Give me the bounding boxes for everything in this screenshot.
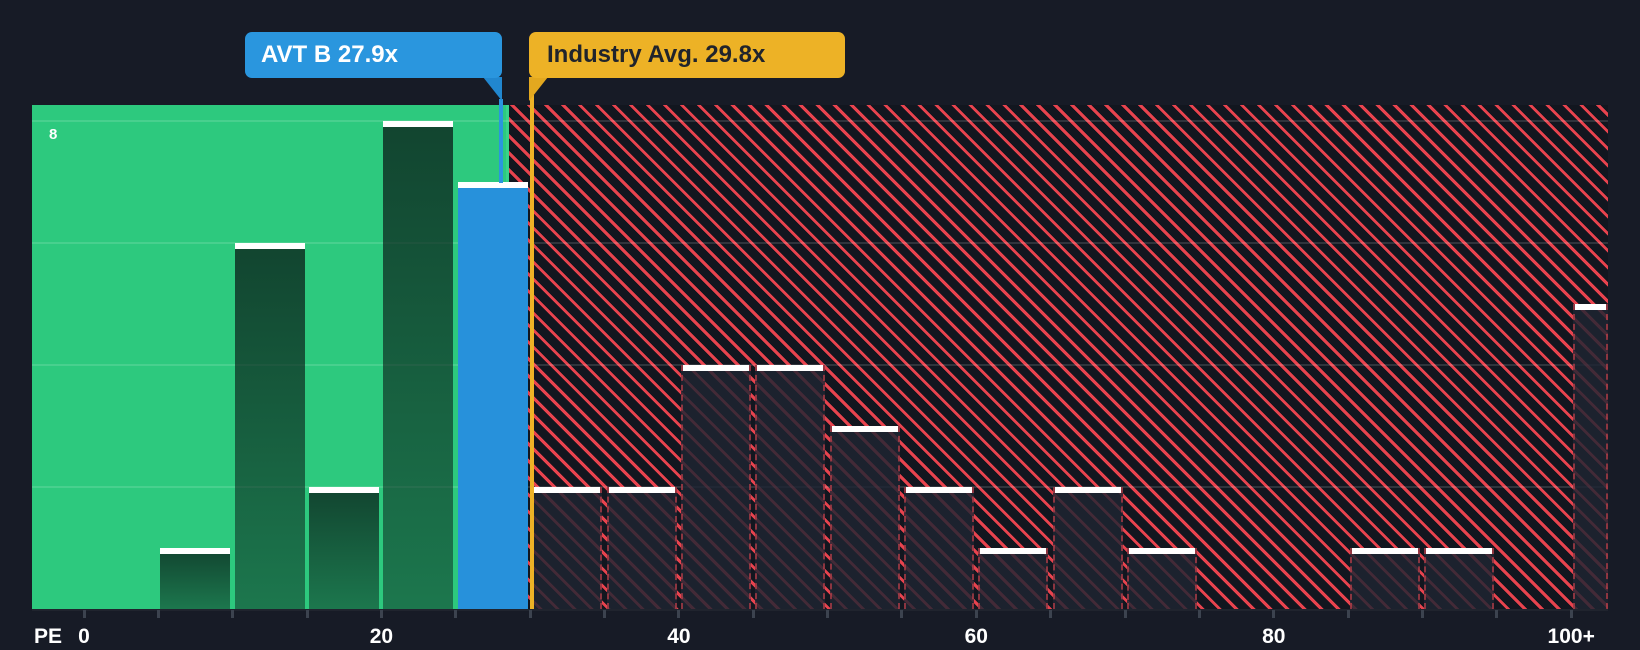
- histogram-bar-50-55[interactable]: [829, 426, 900, 609]
- bar-top-cap: [905, 487, 972, 493]
- histogram-bar-100+[interactable]: [1573, 304, 1608, 609]
- histogram-bar-85-90[interactable]: [1350, 548, 1421, 609]
- bar-top-cap: [1426, 548, 1493, 554]
- bar-top-cap: [234, 243, 305, 249]
- x-axis-tick-5: [156, 610, 160, 618]
- x-axis-title: PE: [34, 625, 63, 648]
- industry-avg-line: [530, 95, 534, 609]
- company-marker-line: [499, 99, 503, 183]
- bar-top-cap: [682, 365, 749, 371]
- x-axis-tick-20: [379, 610, 383, 618]
- x-axis-tick-label-40: 40: [667, 625, 691, 648]
- x-axis-tick-45: [751, 610, 755, 618]
- x-axis-tick-label-20: 20: [369, 625, 394, 648]
- histogram-bar-15-20[interactable]: [309, 487, 380, 609]
- x-axis-tick-80: [1272, 610, 1276, 618]
- x-axis-tick-label-100: 100+: [1547, 625, 1595, 648]
- histogram-bar-65-70[interactable]: [1052, 487, 1123, 609]
- histogram-bar-35-40[interactable]: [606, 487, 677, 609]
- x-axis-tick-30: [528, 610, 532, 618]
- bar-top-cap: [831, 426, 898, 432]
- chart-plot-area: 8: [32, 105, 1608, 609]
- bar-top-cap: [608, 487, 675, 493]
- histogram-bar-60-65[interactable]: [978, 548, 1049, 609]
- x-axis-tick-85: [1346, 610, 1350, 618]
- bar-top-cap: [309, 487, 380, 493]
- bar-top-cap: [383, 121, 454, 127]
- x-axis-tick-25: [454, 610, 458, 618]
- bar-top-cap: [534, 487, 601, 493]
- company-bar-25-30[interactable]: [457, 182, 528, 609]
- x-axis-tick-15: [305, 610, 309, 618]
- histogram-bar-10-15[interactable]: [234, 243, 305, 609]
- bar-top-cap: [457, 182, 528, 188]
- bar-top-cap: [757, 365, 824, 371]
- x-axis-tick-10: [231, 610, 235, 618]
- bar-top-cap: [1129, 548, 1196, 554]
- x-axis: 0 20 40 60 80 100+: [32, 609, 1608, 650]
- x-axis-tick-65: [1049, 610, 1053, 618]
- histogram-bar-30-35[interactable]: [532, 487, 603, 609]
- x-axis-tick-100: [1569, 610, 1573, 618]
- x-axis-tick-label-60: 60: [964, 625, 988, 648]
- histogram-bar-5-10[interactable]: [160, 548, 231, 609]
- bar-top-cap: [160, 548, 231, 554]
- x-axis-tick-55: [900, 610, 904, 618]
- histogram-bar-40-45[interactable]: [680, 365, 751, 609]
- histogram-bar-70-75[interactable]: [1127, 548, 1198, 609]
- x-axis-tick-40: [677, 610, 681, 618]
- bar-top-cap: [980, 548, 1047, 554]
- x-axis-tick-75: [1197, 610, 1201, 618]
- x-axis-tick-label-0: 0: [78, 625, 90, 648]
- x-axis-tick-95: [1495, 610, 1499, 618]
- company-callout-label: AVT B 27.9x: [261, 41, 398, 68]
- histogram-bar-45-50[interactable]: [755, 365, 826, 609]
- x-axis-tick-0: [82, 610, 86, 618]
- bar-top-cap: [1352, 548, 1419, 554]
- industry-avg-callout-label: Industry Avg. 29.8x: [547, 41, 766, 68]
- bar-top-cap: [1054, 487, 1121, 493]
- industry-avg-callout[interactable]: Industry Avg. 29.8x: [529, 32, 845, 78]
- x-axis-tick-70: [1123, 610, 1127, 618]
- x-axis-tick-label-80: 80: [1262, 625, 1286, 648]
- company-callout[interactable]: AVT B 27.9x: [245, 32, 502, 78]
- x-axis-tick-60: [974, 610, 978, 618]
- histogram-bar-20-25[interactable]: [383, 121, 454, 609]
- gridline-6: [32, 242, 1608, 244]
- histogram-bar-90-95[interactable]: [1424, 548, 1495, 609]
- y-axis-tick-label: 8: [49, 126, 58, 143]
- bar-top-cap: [1575, 304, 1606, 310]
- gridline-8: [32, 120, 1608, 122]
- company-callout-pointer-icon: [483, 77, 502, 101]
- industry-avg-callout-pointer-icon: [529, 77, 548, 101]
- x-axis-tick-90: [1420, 610, 1424, 618]
- x-axis-baseline: [32, 609, 1608, 611]
- x-axis-tick-50: [826, 610, 830, 618]
- x-axis-tick-35: [603, 610, 607, 618]
- histogram-bar-55-60[interactable]: [903, 487, 974, 609]
